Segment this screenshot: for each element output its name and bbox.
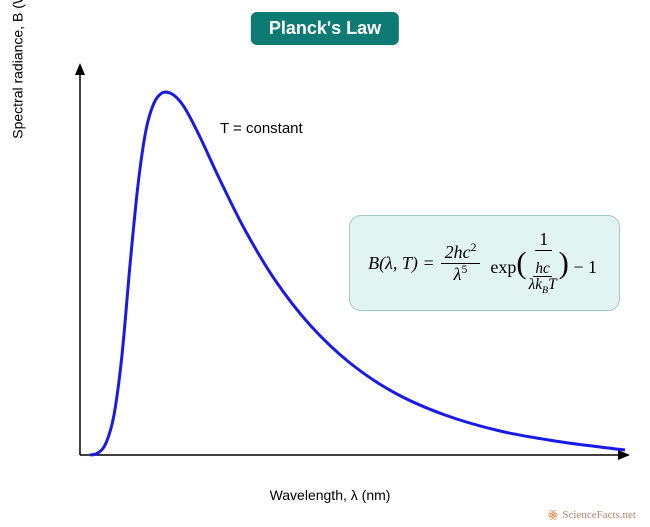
chart-title-badge: Planck's Law — [251, 12, 399, 45]
watermark-text: ScienceFacts.net — [562, 509, 636, 521]
x-axis-label: Wavelength, λ (nm) — [270, 487, 391, 503]
formula-fraction-1: 2hc2 λ5 — [441, 242, 481, 285]
planck-formula: B(λ, T) = 2hc2 λ5 1 exp( hc λkBT ) − 1 — [349, 215, 620, 311]
chart-area: Spectral radiance, B (W • sr⁻¹ • m⁻² • n… — [30, 55, 630, 475]
y-axis-label: Spectral radiance, B (W • sr⁻¹ • m⁻² • n… — [10, 0, 27, 139]
curve-annotation: T = constant — [220, 120, 303, 137]
formula-fraction-2: 1 exp( hc λkBT ) − 1 — [486, 230, 601, 296]
x-axis-arrow — [618, 450, 630, 460]
watermark: ScienceFacts.net — [547, 509, 636, 521]
y-axis-arrow — [75, 63, 85, 75]
formula-lhs: B(λ, T) = — [368, 253, 434, 274]
atom-icon — [547, 509, 559, 521]
